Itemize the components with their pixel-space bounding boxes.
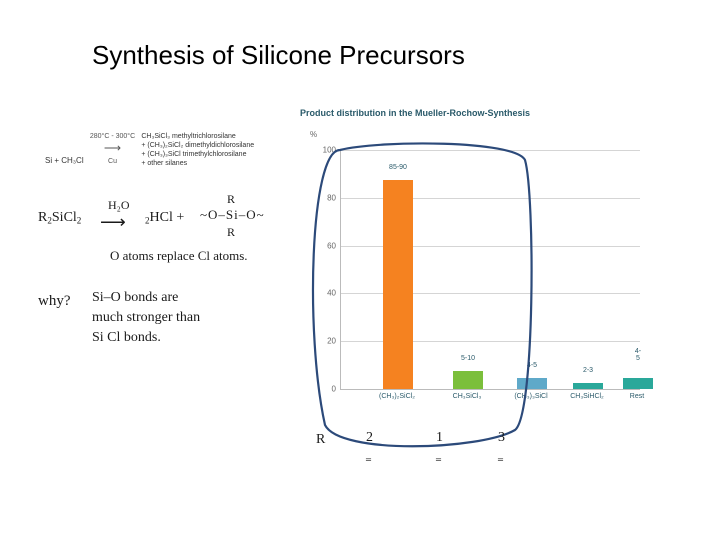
bar (623, 378, 653, 389)
page-title: Synthesis of Silicone Precursors (92, 40, 465, 71)
hw-note2b: much stronger than (92, 310, 200, 327)
reaction-scheme: Si + CH₃Cl 280°C - 300°C ⟶ Cu CH₃SiCl₃ m… (45, 132, 254, 168)
bar-value-label: 2-3 (583, 367, 593, 374)
reaction-conditions: 280°C - 300°C ⟶ Cu (90, 132, 135, 166)
hw-h2o: H₂O (108, 198, 130, 212)
y-tick-label: 100 (323, 146, 336, 155)
bar-category-label: CH₃SiCl₃ (437, 393, 497, 400)
hw-r-2: 2‗ (366, 430, 373, 464)
hw-why: why? (38, 292, 71, 310)
plot-area: 85-90 5-10 4-5 2-3 4-5 (340, 150, 640, 390)
bar-category-label: Rest (607, 393, 667, 400)
hw-r-bot: R (227, 225, 235, 239)
product-line: + (CH₃)₂SiCl₂ dimethyldichlorosilane (141, 142, 254, 149)
cond-catalyst: Cu (108, 158, 117, 165)
reaction-arrow: ⟶ (104, 141, 121, 155)
hw-note1: O atoms replace Cl atoms. (110, 248, 248, 264)
bar-value-label: 4-5 (527, 362, 537, 369)
hw-r-1: 1‗ (436, 430, 443, 464)
hw-r-top: R (227, 192, 235, 206)
reagent: Si + CH₃Cl (45, 156, 84, 166)
product-line: + (CH₃)₃SiCl trimethylchlorosilane (141, 151, 246, 158)
bar (573, 383, 603, 389)
y-unit: % (310, 130, 317, 139)
product-line: + other silanes (141, 160, 187, 167)
chart-title: Product distribution in the Mueller-Roch… (300, 108, 530, 118)
hw-r-3: 3‗ (498, 430, 505, 464)
bar-chart: 85-90 5-10 4-5 2-3 4-5 0 20 40 60 80 100 (CH₃)₂SiC… (310, 140, 640, 420)
hw-polymer: ~O–Si–O~ (200, 207, 265, 223)
bar-value-label: 5-10 (461, 355, 475, 362)
bar (383, 180, 413, 389)
bar (453, 371, 483, 389)
hw-note2c: Si Cl bonds. (92, 330, 161, 347)
bar-value-label: 85-90 (389, 164, 407, 171)
hw-r-label: R (316, 432, 325, 449)
bar-value-label: 4-5 (635, 348, 641, 362)
y-tick-label: 60 (327, 241, 336, 250)
reaction-products: CH₃SiCl₃ methyltrichlorosilane + (CH₃)₂S… (141, 132, 254, 168)
hw-arrow: ⟶ (100, 212, 126, 234)
bar (517, 378, 547, 389)
hw-hcl: 2HCl + (145, 210, 184, 227)
hw-note2a: Si–O bonds are (92, 290, 178, 307)
hw-hydrolysis-left: R2SiCl2 (38, 210, 81, 227)
cond-temp: 280°C - 300°C (90, 133, 135, 140)
y-tick-label: 20 (327, 337, 336, 346)
bar-category-label: (CH₃)₃SiCl (501, 393, 561, 400)
y-tick-label: 0 (332, 385, 336, 394)
y-tick-label: 40 (327, 289, 336, 298)
gridline (341, 150, 640, 151)
y-tick-label: 80 (327, 193, 336, 202)
product-line: CH₃SiCl₃ methyltrichlorosilane (141, 133, 235, 140)
bar-category-label: (CH₃)₂SiCl₂ (367, 393, 427, 400)
